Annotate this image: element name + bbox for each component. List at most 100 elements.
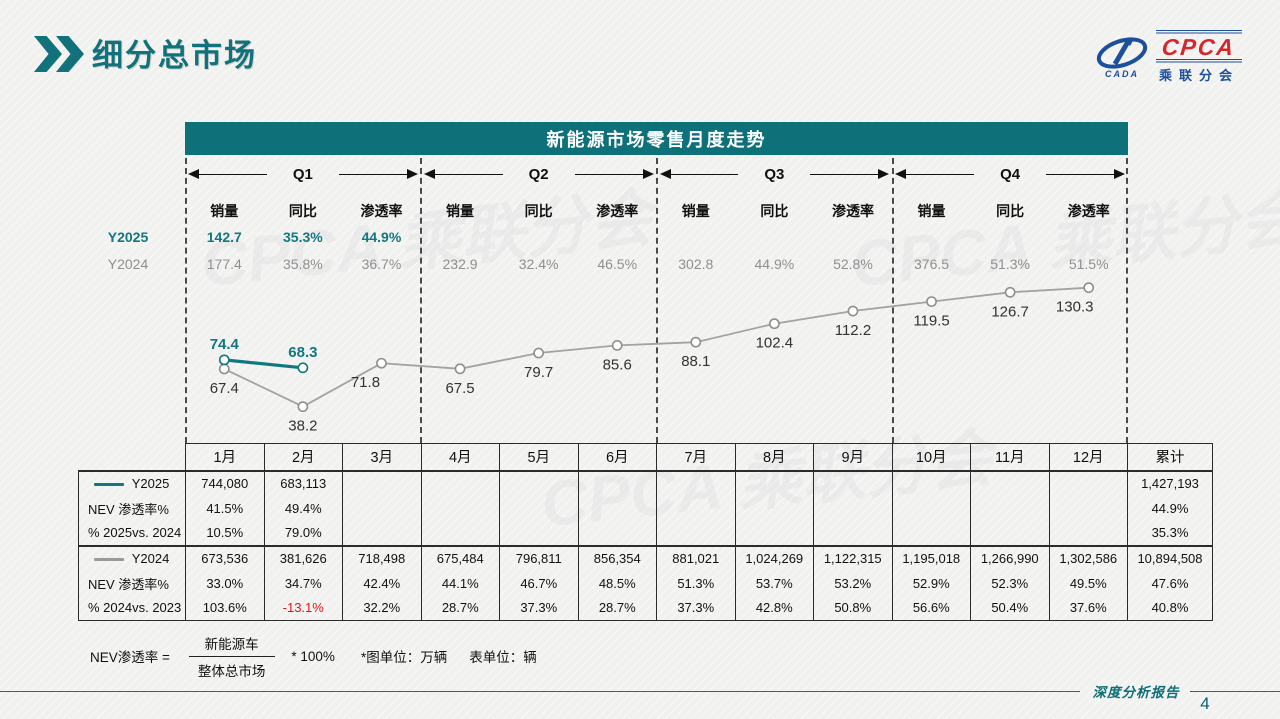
brand-stripes (1156, 59, 1242, 64)
month-header: 6月 (577, 443, 657, 471)
stat-column-header: 渗透率 (1067, 203, 1110, 219)
stat-column-header: 同比 (760, 203, 789, 219)
row-label: % 2025vs. 2024 (78, 520, 186, 546)
arrowhead-left-icon (895, 169, 907, 179)
table-cell (656, 495, 736, 521)
table-cell: 32.2% (342, 595, 422, 621)
data-label-y2024: 79.7 (524, 364, 553, 381)
chart-title-band: 新能源市场零售月度走势 (185, 122, 1128, 155)
table-cell (342, 469, 422, 496)
table-cell: 53.2% (813, 570, 893, 596)
total-cell: 40.8% (1127, 595, 1213, 621)
quarter-arrow-q3: Q3 (657, 161, 893, 187)
row-label: NEV 渗透率% (78, 495, 186, 521)
table-cell: 744,080 (185, 469, 265, 496)
total-cell: 47.6% (1127, 570, 1213, 596)
stat-value-y2025 (892, 229, 971, 245)
arrowhead-right-icon (878, 169, 890, 179)
stat-value-y2025 (971, 229, 1050, 245)
table-cell (891, 469, 971, 496)
stat-column-header: 同比 (524, 203, 553, 219)
series-line-y2024 (223, 286, 1089, 408)
stats-row-label-y2025: Y2025 (107, 229, 149, 245)
data-point-y2024 (533, 347, 545, 359)
stat-value-y2024: 52.8% (833, 256, 873, 272)
arrowhead-right-icon (406, 169, 418, 179)
table-cell: 53.7% (734, 570, 814, 596)
table-cell (813, 520, 893, 546)
table-cell (970, 520, 1050, 546)
emblem-text: CADA (1105, 69, 1139, 79)
stat-value-y2025 (735, 229, 814, 245)
row-label: % 2024vs. 2023 (78, 595, 186, 621)
page-title: 细分总市场 (92, 38, 257, 73)
data-point-y2024 (847, 305, 859, 317)
stat-value-y2024: 51.3% (990, 256, 1030, 272)
brand-stripes (1156, 30, 1242, 35)
month-header: 9月 (813, 443, 893, 471)
table-cell (813, 495, 893, 521)
table-cell (577, 495, 657, 521)
row-label: Y2025 (78, 469, 186, 496)
arrowhead-left-icon (659, 169, 671, 179)
table-cell: -13.1% (263, 595, 343, 621)
stat-column-header: 同比 (996, 203, 1025, 219)
stat-value-y2025: 44.9% (361, 229, 402, 245)
data-label-y2024: 130.3 (1056, 299, 1094, 316)
table-cell: 33.0% (185, 570, 265, 596)
table-cell (499, 520, 579, 546)
data-point-y2024 (611, 340, 623, 351)
table-cell: 10.5% (185, 520, 265, 546)
quarter-separator-line (185, 158, 187, 443)
arrow-line (906, 173, 975, 175)
footer-rule-right (1190, 691, 1280, 692)
stat-column-header: 渗透率 (360, 203, 403, 219)
table-cell: 1,024,269 (734, 544, 814, 571)
footer-label: 深度分析报告 (1092, 685, 1180, 701)
data-point-y2024 (926, 296, 937, 308)
cpca-brand: CPCA 乘联分会 (1156, 30, 1242, 84)
stat-column-header: 销量 (210, 203, 239, 219)
total-cell: 35.3% (1127, 520, 1213, 546)
data-label-y2024: 67.4 (210, 380, 239, 397)
table-cell (891, 495, 971, 521)
table-cell (577, 469, 657, 496)
fraction-numerator: 新能源车 (188, 632, 275, 657)
table-cell (420, 520, 500, 546)
quarter-arrow-q1: Q1 (185, 161, 421, 187)
table-cell (342, 495, 422, 521)
table-cell: 796,811 (499, 544, 579, 571)
table-cell: 41.5% (185, 495, 265, 521)
table-cell (891, 520, 971, 546)
quarter-arrow-q4: Q4 (892, 161, 1128, 187)
quarter-label: Q3 (764, 165, 785, 183)
table-cell (499, 495, 579, 521)
arrow-line (199, 173, 267, 175)
quarter-separator-line (892, 158, 894, 443)
data-label-y2024: 119.5 (913, 313, 949, 330)
table-cell: 42.4% (342, 570, 422, 596)
stat-value-y2024: 376.5 (914, 256, 950, 272)
table-cell: 51.3% (656, 570, 736, 596)
legend-line-swatch (93, 483, 124, 487)
data-label-y2024: 112.2 (835, 322, 871, 339)
stat-value-y2025 (421, 229, 500, 245)
table-cell: 52.9% (891, 570, 971, 596)
brand-name: CPCA (1161, 34, 1237, 60)
month-header: 2月 (263, 443, 343, 471)
stat-value-y2024: 36.7% (361, 256, 402, 272)
table-cell (499, 469, 579, 496)
stat-value-y2024: 32.4% (518, 256, 559, 272)
arrow-line (1046, 173, 1115, 175)
table-cell (813, 469, 893, 496)
cpca-logo: CADA CPCA 乘联分会 (1094, 30, 1242, 84)
arrowhead-right-icon (642, 169, 654, 179)
table-cell: 37.6% (1048, 595, 1128, 621)
line-chart: 67.4 38.2 71.8 67.5 79.7 85.6 88.1 102.4 112.2 11… (210, 282, 1095, 435)
month-header: 12月 (1048, 443, 1128, 471)
month-header: 7月 (656, 443, 736, 471)
table-cell: 718,498 (342, 544, 422, 571)
legend-line-swatch (93, 558, 124, 562)
month-header: 4月 (420, 443, 500, 471)
